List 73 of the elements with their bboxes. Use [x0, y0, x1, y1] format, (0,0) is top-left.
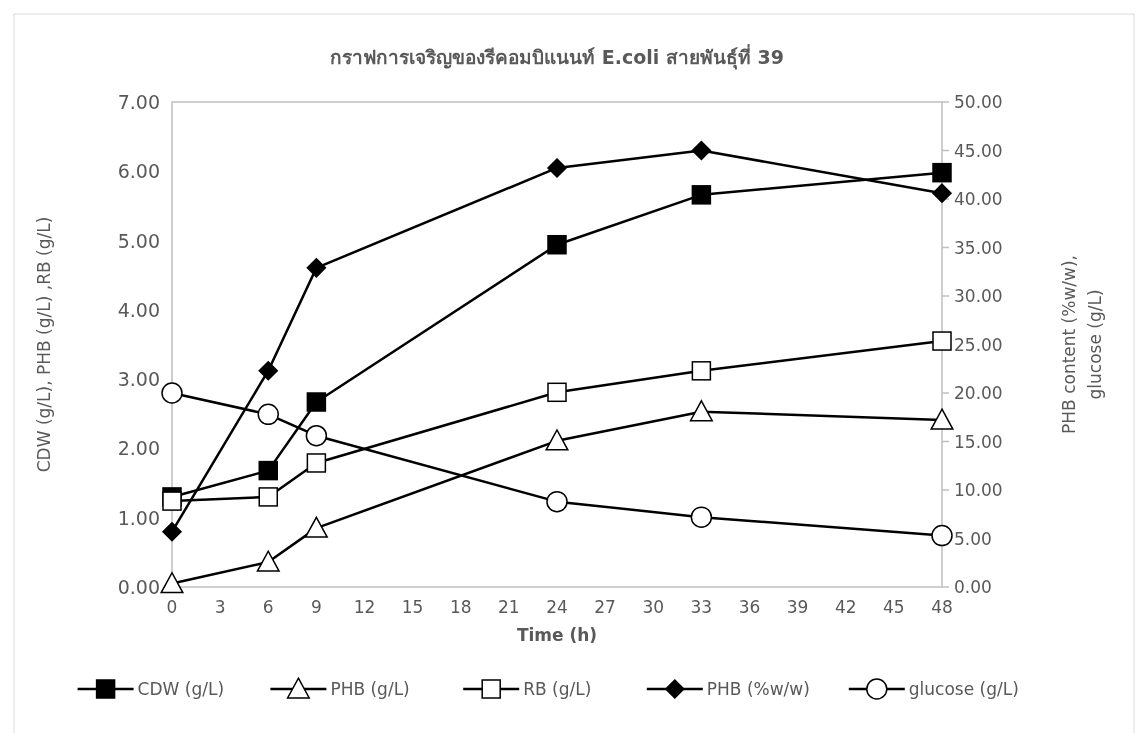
point: [256, 550, 280, 572]
y-tick-label: 6.00: [117, 160, 160, 183]
x-tick-label: 18: [449, 597, 472, 617]
point: [689, 400, 713, 422]
point: [690, 506, 713, 528]
y2-tick-label: 35.00: [954, 237, 1003, 258]
y2-tick-label: 15.00: [954, 431, 1003, 452]
point: [547, 158, 567, 178]
point: [691, 185, 712, 205]
y-tick-label: 1.00: [117, 506, 160, 529]
x-tick-label: 42: [834, 597, 857, 617]
x-tick-label: 45: [883, 597, 905, 617]
point: [258, 360, 278, 381]
point: [547, 234, 567, 255]
y-axis-title: CDW (g/L), PHB (g/L) ,RB (g/L): [34, 216, 54, 473]
x-tick-label: 48: [931, 597, 953, 617]
y2-axis-title: PHB content (%w/w), glucose (g/L): [1059, 255, 1105, 434]
x-tick-label: 30: [642, 597, 665, 617]
x-tick-label: 36: [738, 597, 761, 617]
y-tick-label: 2.00: [117, 437, 160, 460]
point: [930, 408, 954, 430]
point: [931, 524, 953, 547]
point: [304, 516, 328, 538]
point: [691, 361, 712, 381]
y-tick-label: 4.00: [117, 298, 160, 321]
point: [306, 258, 327, 278]
point: [932, 331, 952, 351]
y2-tick-label: 45.00: [954, 140, 1003, 161]
point: [691, 140, 712, 161]
point: [161, 382, 183, 404]
point: [162, 521, 182, 542]
legend-label: RB (g/L): [523, 679, 592, 699]
legend-label: CDW (g/L): [137, 679, 225, 699]
point: [932, 162, 952, 183]
point: [545, 429, 569, 451]
point: [306, 392, 327, 412]
y-tick-label: 3.00: [117, 368, 160, 391]
y-tick-label: 0.00: [117, 576, 160, 598]
x-tick-label: 27: [594, 597, 616, 617]
y2-tick-label: 10.00: [954, 480, 1003, 500]
point: [547, 382, 567, 403]
y2-tick-label: 25.00: [954, 334, 1003, 355]
point: [546, 490, 568, 513]
point: [257, 403, 279, 426]
x-tick-label: 21: [498, 597, 520, 617]
point: [305, 424, 328, 447]
y2-tick-label: 40.00: [954, 189, 1003, 209]
point: [160, 571, 184, 594]
x-tick-label: 15: [401, 597, 424, 617]
point: [258, 460, 278, 481]
x-tick-label: 24: [546, 597, 568, 617]
x-tick-label: 6: [262, 597, 274, 617]
y-tick-label: 5.00: [117, 229, 160, 252]
y2-tick-label: 20.00: [954, 383, 1003, 403]
legend-label: glucose (g/L): [908, 679, 1019, 699]
point: [932, 183, 952, 203]
y2-tick-label: 30.00: [954, 286, 1003, 306]
x-tick-label: 9: [310, 597, 322, 617]
y2-tick-label: 5.00: [954, 528, 992, 549]
legend-label: PHB (%w/w): [706, 679, 810, 699]
x-tick-label: 0: [166, 597, 178, 617]
y2-tick-label: 0.00: [954, 577, 992, 597]
x-axis-title: Time (h): [516, 625, 598, 645]
x-tick-label: 39: [786, 597, 809, 617]
x-tick-label: 3: [214, 597, 226, 617]
point: [258, 487, 278, 507]
point: [306, 453, 327, 473]
legend-label: PHB (g/L): [330, 679, 410, 699]
chart-title: กราฟการเจริญของรีคอมบิแนนท์ E.coli สายพันธุ์ที่ 39: [330, 44, 784, 70]
x-tick-label: 12: [353, 597, 376, 617]
x-tick-label: 33: [690, 597, 713, 617]
y-tick-label: 7.00: [117, 91, 160, 113]
y2-tick-label: 50.00: [954, 92, 1003, 112]
